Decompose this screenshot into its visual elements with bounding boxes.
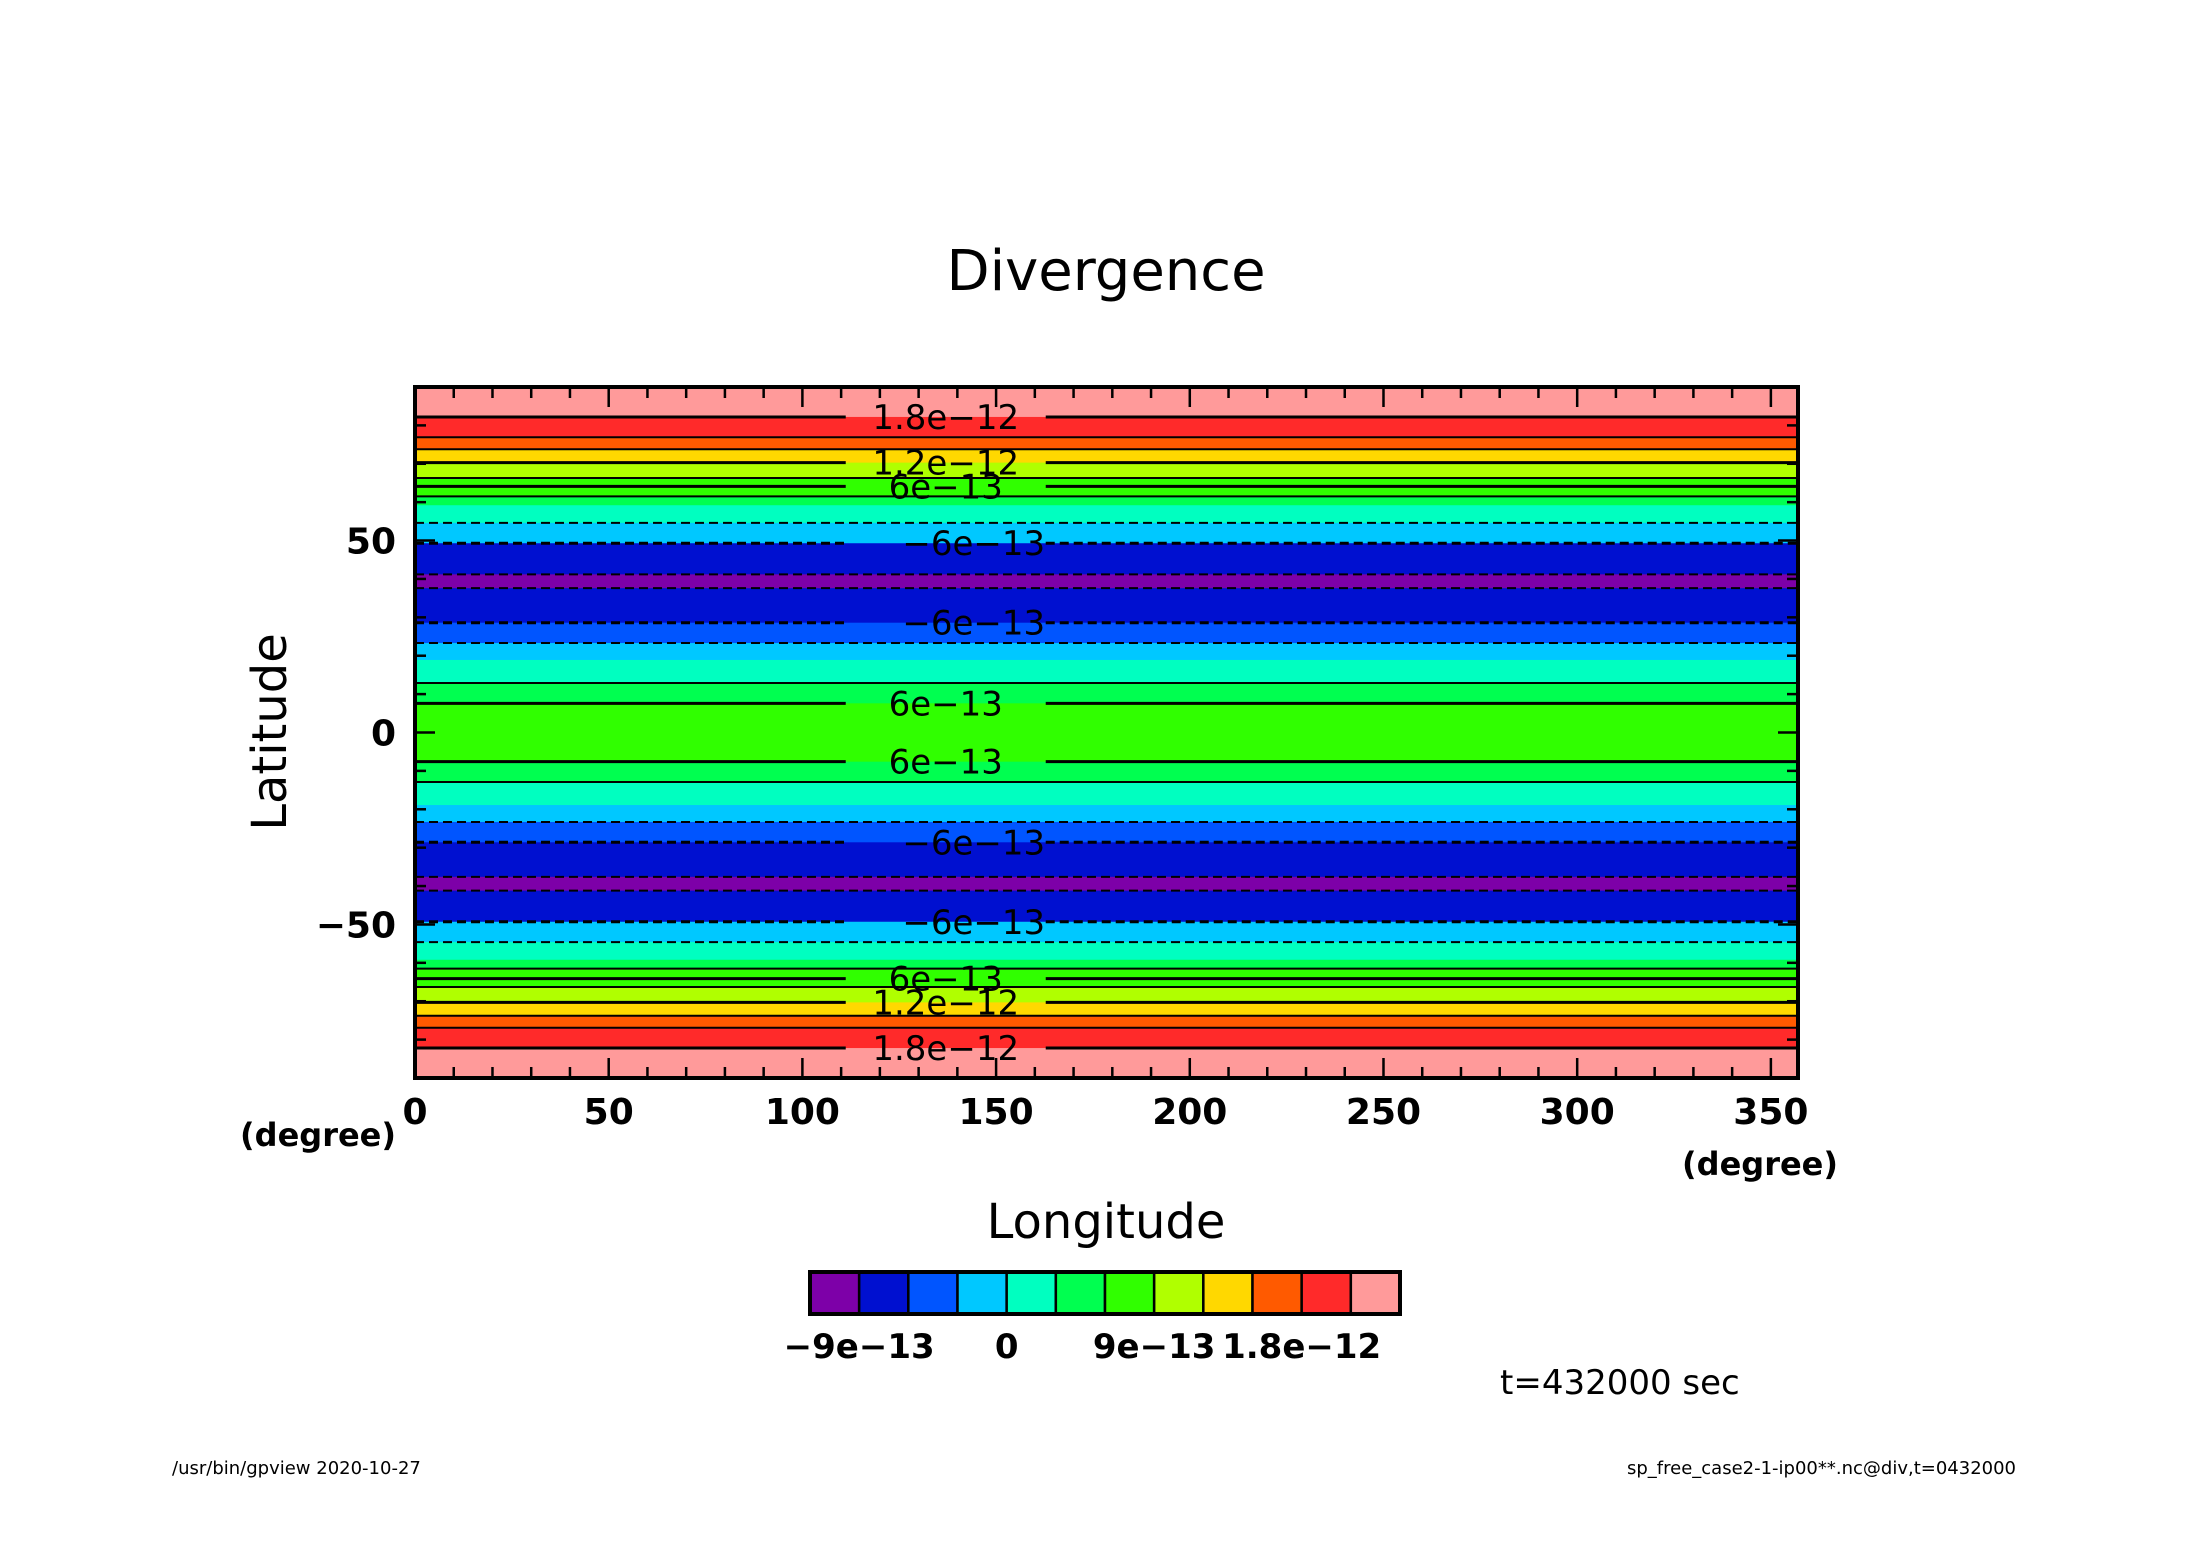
colorbar-swatch — [956, 1270, 1008, 1316]
footer-command: /usr/bin/gpview 2020-10-27 — [172, 1458, 421, 1479]
contour-label: 1.8e−12 — [872, 398, 1019, 438]
colorbar-swatch — [1152, 1270, 1205, 1316]
colorbar-border — [808, 1270, 1402, 1316]
chart-text: Divergence Longitude Latitude 0 50 100 150 200 2… — [240, 239, 1838, 1403]
x-tick-label: 100 — [765, 1092, 840, 1133]
contour-band — [415, 462, 1798, 479]
contour-band — [415, 942, 1798, 961]
colorbar: −9e−13 0 9e−13 1.8e−12 — [784, 1270, 1402, 1367]
contour-label: 6e−13 — [889, 684, 1003, 724]
x-axis-label: Longitude — [987, 1194, 1226, 1250]
contour-band — [415, 643, 1798, 661]
contour-band — [415, 842, 1798, 878]
x-tick-label: 0 — [402, 1092, 427, 1133]
contour-band — [415, 416, 1798, 438]
contour-label: −6e−13 — [902, 524, 1045, 564]
contour-band — [415, 890, 1798, 923]
x-tick-label: 250 — [1346, 1092, 1421, 1133]
contour-fill-bands — [415, 387, 1798, 1079]
contour-band — [415, 805, 1798, 823]
contour-band — [415, 876, 1798, 892]
x-unit-label: (degree) — [1682, 1145, 1838, 1183]
contour-band — [415, 1027, 1798, 1049]
contour-band — [415, 505, 1798, 524]
footer-source: sp_free_case2-1-ip00**.nc@div,t=0432000 — [1626, 1458, 2016, 1479]
contour-label: −6e−13 — [902, 823, 1045, 863]
colorbar-label: 9e−13 — [1093, 1327, 1216, 1367]
contour-band — [415, 921, 1798, 943]
contour-lines: 1.8e−121.2e−126e−13−6e−13−6e−136e−136e−1… — [415, 398, 1798, 1069]
contour-band — [415, 821, 1798, 843]
contour-band — [415, 522, 1798, 544]
x-tick-label: 150 — [959, 1092, 1034, 1133]
colorbar-swatch — [857, 1270, 910, 1316]
contour-band — [415, 387, 1798, 418]
colorbar-swatch — [1202, 1270, 1254, 1316]
contour-band — [415, 761, 1798, 783]
x-tick-label: 300 — [1540, 1092, 1615, 1133]
colorbar-swatch — [907, 1270, 959, 1316]
contour-band — [415, 574, 1798, 589]
colorbar-swatch — [1300, 1270, 1353, 1316]
axis-ticks — [413, 387, 1798, 1078]
y-tick-label: −50 — [316, 905, 396, 946]
colorbar-swatch — [1251, 1270, 1303, 1316]
contour-label: 1.8e−12 — [872, 1029, 1019, 1069]
contour-band — [415, 543, 1798, 575]
colorbar-swatch — [808, 1270, 861, 1316]
y-tick-label: 0 — [371, 714, 396, 755]
x-tick-label: 350 — [1733, 1092, 1808, 1133]
contour-label: 6e−13 — [889, 960, 1003, 1000]
colorbar-swatch — [1103, 1270, 1156, 1316]
colorbar-label: 0 — [995, 1327, 1019, 1367]
contour-band — [415, 659, 1798, 684]
contour-band — [415, 622, 1798, 644]
contour-band — [415, 1048, 1798, 1079]
contour-band — [415, 588, 1798, 624]
colorbar-swatch — [1349, 1270, 1402, 1316]
contour-label: 1.2e−12 — [872, 444, 1019, 484]
colorbar-swatch — [1005, 1270, 1058, 1316]
colorbar-label: 1.8e−12 — [1222, 1327, 1381, 1367]
contour-band — [415, 703, 1798, 763]
chart-title: Divergence — [946, 239, 1265, 304]
y-unit-label: (degree) — [240, 1116, 396, 1154]
contour-band — [415, 987, 1798, 1003]
contour-band — [415, 1002, 1798, 1017]
colorbar-label: −9e−13 — [784, 1327, 935, 1367]
contour-band — [415, 437, 1798, 450]
contour-band — [415, 682, 1798, 704]
contour-label: −6e−13 — [902, 604, 1045, 644]
time-label: t=432000 sec — [1500, 1363, 1740, 1403]
contour-band — [415, 1015, 1798, 1029]
x-tick-label: 200 — [1152, 1092, 1227, 1133]
contour-label: 6e−13 — [889, 743, 1003, 783]
contour-band — [415, 959, 1798, 970]
contour-label: −6e−13 — [902, 903, 1045, 943]
x-tick-label: 50 — [584, 1092, 634, 1133]
contour-label: 1.2e−12 — [872, 983, 1019, 1023]
colorbar-swatch — [1054, 1270, 1107, 1316]
contour-band — [415, 449, 1798, 464]
contour-band — [415, 496, 1798, 506]
contour-band — [415, 782, 1798, 806]
y-axis-label: Latitude — [242, 633, 298, 831]
y-tick-label: 50 — [346, 522, 396, 563]
contour-label: 6e−13 — [889, 467, 1003, 507]
